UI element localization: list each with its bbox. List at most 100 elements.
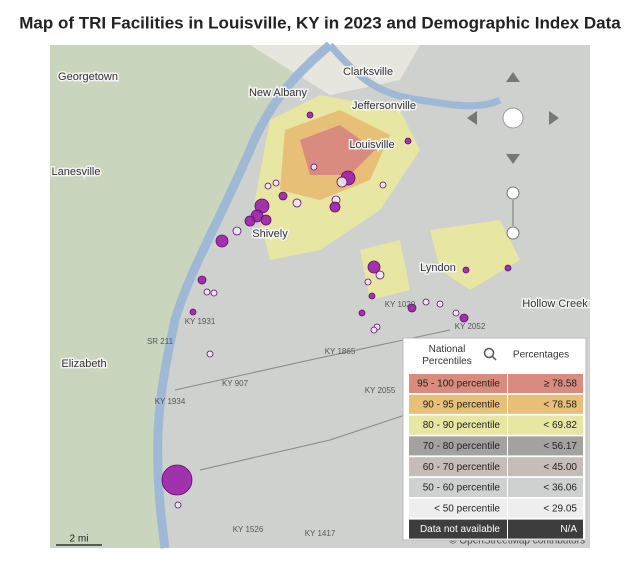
facility-marker[interactable] — [174, 501, 182, 509]
facility-marker[interactable] — [452, 309, 460, 317]
place-label: KY 1526 — [233, 525, 264, 534]
facility-marker[interactable] — [310, 163, 318, 171]
place-label: KY 1417 — [305, 529, 336, 538]
facility-marker[interactable] — [161, 464, 193, 496]
legend-label: 90 - 95 percentile — [423, 399, 501, 410]
facility-marker[interactable] — [203, 288, 211, 296]
place-label: KY 1934 — [155, 397, 186, 406]
zoom-out[interactable] — [506, 226, 520, 240]
facility-marker[interactable] — [370, 326, 378, 334]
place-label: Shively — [252, 228, 288, 240]
legend-swatch — [409, 498, 507, 518]
tract-yellow-east — [430, 220, 520, 290]
place-labels: Georgetown Clarksville New Albany Jefferson… — [50, 64, 590, 538]
legend-label: 50 - 60 percentile — [423, 483, 501, 494]
facility-marker[interactable] — [306, 111, 314, 119]
legend-label: 95 - 100 percentile — [417, 379, 500, 390]
scale-label: 2 mi — [70, 534, 89, 545]
legend-swatch — [508, 498, 583, 518]
legend-label: Data not available — [420, 524, 500, 535]
legend-value: < 56.17 — [543, 441, 577, 452]
place-label: KY 907 — [222, 379, 249, 388]
legend-swatch — [409, 436, 507, 456]
facility-marker[interactable] — [329, 201, 341, 213]
facility-marker[interactable] — [504, 264, 512, 272]
facility-marker[interactable] — [215, 234, 229, 248]
indiana-land — [50, 45, 330, 548]
search-icon-handle — [491, 355, 497, 361]
legend-label: 70 - 80 percentile — [423, 441, 501, 452]
place-label: Lanesville — [52, 166, 101, 178]
facility-marker[interactable] — [367, 260, 381, 274]
facility-marker[interactable] — [292, 198, 302, 208]
legend-swatch — [409, 415, 507, 435]
facility-marker[interactable] — [358, 309, 366, 317]
search-icon[interactable] — [483, 347, 495, 359]
attribution: © OpenStreetMap contributors — [449, 536, 585, 547]
facility-marker[interactable] — [436, 300, 444, 308]
map-canvas[interactable]: Georgetown Clarksville New Albany Jefferson… — [50, 41, 590, 549]
facility-marker[interactable] — [210, 289, 218, 297]
legend-swatch — [508, 394, 583, 414]
legend-value: < 29.05 — [543, 503, 577, 514]
facility-marker[interactable] — [368, 292, 376, 300]
legend-value: < 36.06 — [543, 483, 577, 494]
facility-marker[interactable] — [206, 350, 214, 358]
place-label: Louisville — [349, 139, 394, 151]
home-button[interactable] — [502, 107, 524, 129]
facility-marker[interactable] — [260, 214, 272, 226]
legend-label: < 50 percentile — [434, 503, 500, 514]
legend-header-left[interactable]: National Percentiles — [422, 344, 471, 367]
place-label: New Albany — [249, 87, 308, 99]
legend-value: ≥ 78.58 — [544, 379, 578, 390]
place-label: Lyndon — [420, 262, 456, 274]
legend-swatch — [508, 519, 583, 539]
facility-marker[interactable] — [379, 181, 387, 189]
legend-swatch — [508, 478, 583, 497]
place-label: KY 2055 — [365, 386, 396, 395]
legend-value: < 69.82 — [543, 420, 577, 431]
facility-marker[interactable] — [189, 308, 197, 316]
facility-marker[interactable] — [462, 266, 470, 274]
ohio-river-north — [327, 42, 502, 110]
legend-value: < 45.00 — [543, 462, 577, 473]
legend-swatch — [508, 457, 583, 477]
legend-label: 60 - 70 percentile — [423, 462, 501, 473]
title: Map of TRI Facilities in Louisville, KY … — [19, 13, 621, 32]
facility-marker[interactable] — [375, 270, 385, 280]
facility-marker[interactable] — [244, 215, 256, 227]
legend-swatch — [409, 374, 507, 393]
legend-swatch — [508, 436, 583, 456]
legend-swatch — [409, 478, 507, 497]
legend-swatch — [508, 415, 583, 435]
facility-marker[interactable] — [459, 313, 469, 323]
place-label: Elizabeth — [61, 358, 106, 370]
legend-header-right: Percentages — [513, 350, 569, 361]
urban-north — [250, 45, 420, 95]
place-label: KY 1865 — [325, 347, 356, 356]
tract-yellow-south — [360, 240, 410, 300]
legend: National Percentiles Percentages 95 - 100… — [402, 337, 587, 541]
legend-value: < 78.58 — [543, 399, 577, 410]
facility-marker[interactable] — [278, 191, 288, 201]
tract-red — [300, 125, 375, 175]
facility-marker[interactable] — [197, 275, 207, 285]
facility-marker[interactable] — [336, 176, 348, 188]
legend-swatch — [409, 457, 507, 477]
facility-marker[interactable] — [407, 303, 417, 313]
facility-marker[interactable] — [364, 278, 372, 286]
facility-marker[interactable] — [272, 179, 280, 187]
zoom-in[interactable] — [506, 186, 520, 200]
legend-value: N/A — [560, 524, 577, 535]
facility-marker[interactable] — [422, 298, 430, 306]
legend-label: 80 - 90 percentile — [423, 420, 501, 431]
facility-marker[interactable] — [264, 182, 272, 190]
facility-marker[interactable] — [232, 226, 242, 236]
place-label: KY 1020 — [385, 300, 416, 309]
place-label: Clarksville — [343, 66, 393, 78]
place-label: KY 1931 — [185, 317, 216, 326]
facility-marker[interactable] — [404, 137, 412, 145]
place-label: Georgetown — [58, 71, 118, 83]
